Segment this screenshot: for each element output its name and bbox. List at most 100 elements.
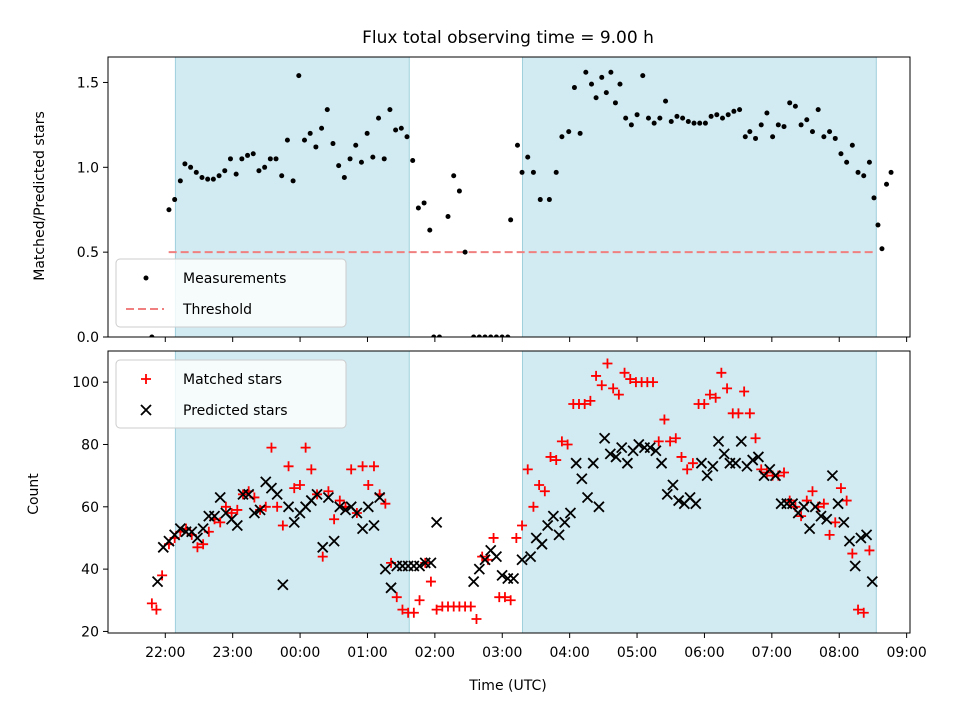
matched-stars-point (488, 532, 499, 543)
measurement-point (577, 130, 583, 136)
predicted-stars-point (413, 560, 426, 572)
measurement-point (341, 174, 347, 180)
predicted-stars-point (838, 516, 850, 529)
matched-stars-point (517, 520, 528, 531)
measurement-point (508, 217, 514, 223)
measurement-point (775, 122, 781, 128)
matched-stars-point (277, 520, 288, 531)
measurement-point (456, 188, 462, 194)
measurement-point (640, 73, 646, 79)
predicted-stars-point (243, 488, 255, 500)
predicted-stars-point (248, 507, 261, 519)
predicted-stars-point (430, 516, 443, 529)
measurement-point (884, 181, 890, 187)
predicted-stars-point (490, 551, 503, 563)
measurement-point (663, 98, 669, 104)
predicted-stars-point (191, 532, 204, 544)
chart-title: Flux total observing time = 9.00 h (362, 28, 654, 48)
matched-stars-point (499, 592, 510, 603)
predicted-stars-point (673, 494, 685, 507)
predicted-stars-point (581, 491, 594, 504)
predicted-stars-point (322, 491, 335, 504)
measurement-point (364, 130, 370, 136)
measurement-point (731, 108, 737, 114)
matched-stars-point (545, 451, 556, 462)
predicted-stars-point (752, 451, 765, 463)
bottom-y-axis-label: Count (26, 473, 42, 515)
x-tick-label: 07:00 (752, 645, 792, 661)
matched-stars-point (830, 517, 841, 528)
measurement-point (691, 120, 697, 126)
predicted-stars-point (214, 491, 226, 504)
predicted-stars-point (351, 507, 363, 519)
matched-stars-point (585, 395, 596, 406)
measurement-point (493, 334, 499, 337)
predicted-stars-point (467, 575, 480, 588)
measurement-point (680, 115, 686, 121)
measurement-point (149, 334, 155, 337)
matched-stars-point (294, 479, 305, 490)
x-tick-label: 06:00 (684, 645, 724, 661)
measurement-point (267, 156, 273, 162)
predicted-stars-point (610, 451, 622, 463)
matched-stars-point (733, 408, 744, 419)
predicted-stars-point (254, 504, 266, 516)
measurement-point (347, 156, 353, 162)
predicted-stars-point (701, 470, 713, 482)
matched-stars-point (750, 433, 761, 444)
measurement-point (674, 113, 680, 119)
predicted-stars-point (496, 569, 508, 581)
measurement-point (720, 115, 726, 121)
predicted-stars-point (747, 454, 759, 466)
measurement-point (603, 90, 609, 96)
matched-stars-point (556, 436, 567, 447)
measurement-point (844, 159, 850, 165)
predicted-stars-point (809, 501, 821, 513)
predicted-stars-point (832, 498, 844, 510)
matched-stars-point (534, 479, 545, 490)
predicted-stars-point (536, 538, 548, 550)
predicted-stars-point (604, 448, 616, 460)
predicted-stars-point (593, 501, 605, 513)
matched-stars-point (425, 576, 436, 587)
matched-stars-point (272, 501, 283, 512)
x-tick-label: 00:00 (280, 645, 320, 661)
matched-stars-point (232, 504, 243, 515)
matched-stars-point (357, 461, 368, 472)
predicted-stars-point (616, 441, 628, 454)
x-axis-label: Time (UTC) (468, 678, 546, 694)
measurement-point (410, 158, 416, 164)
measurement-point (296, 73, 302, 79)
matched-stars-point (579, 398, 590, 409)
matched-stars-point (408, 607, 419, 618)
legend-predicted-swatch (140, 404, 152, 416)
matched-stars-point (807, 486, 818, 497)
matched-stars-point (368, 461, 379, 472)
y-tick-label: 1.0 (77, 160, 99, 176)
measurement-point (628, 122, 634, 128)
x-tick-label: 05:00 (617, 645, 657, 661)
measurement-point (250, 151, 256, 157)
x-tick-label: 04:00 (549, 645, 589, 661)
observing-window-span (521, 56, 877, 338)
measurement-point (645, 115, 651, 121)
measurement-point (599, 74, 605, 80)
predicted-stars-point (690, 498, 702, 510)
measurement-point (319, 125, 325, 131)
matched-stars-point (431, 604, 442, 615)
predicted-stars-point (559, 516, 571, 529)
predicted-stars-point (798, 501, 810, 513)
predicted-stars-point (208, 510, 221, 522)
measurement-point (708, 113, 714, 119)
measurement-point (617, 81, 623, 87)
x-tick-label: 08:00 (819, 645, 859, 661)
matched-stars-point (676, 451, 687, 462)
x-tick-label: 09:00 (886, 645, 926, 661)
predicted-stars-point (479, 554, 491, 566)
measurement-point (436, 334, 442, 337)
measurement-point (725, 112, 731, 118)
y-tick-label: 60 (81, 500, 99, 516)
matched-stars-point (665, 436, 676, 447)
predicted-stars-point (339, 504, 352, 516)
legend-matched-swatch (141, 374, 151, 384)
